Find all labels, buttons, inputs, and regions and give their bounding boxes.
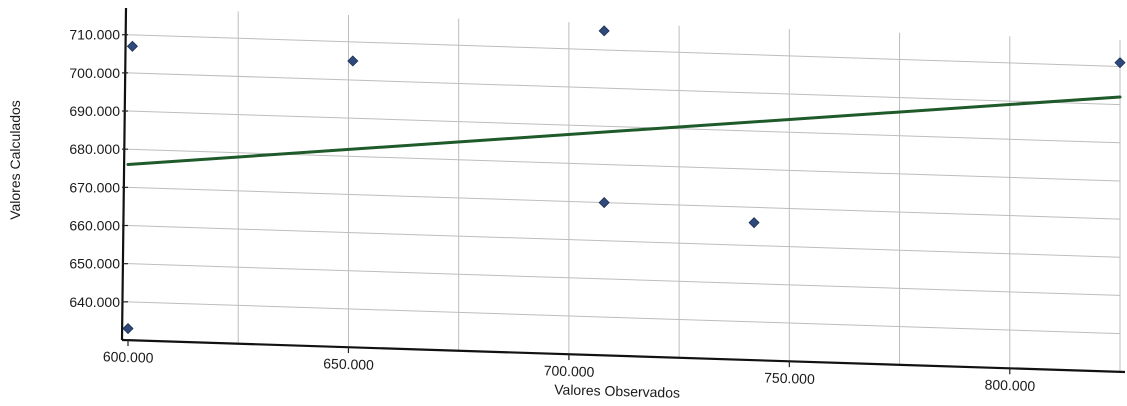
x-tick-label: 600.000 bbox=[103, 348, 154, 366]
data-point bbox=[122, 322, 134, 335]
y-gridline bbox=[127, 34, 1121, 67]
x-tick-label: 800.000 bbox=[984, 376, 1035, 394]
grid bbox=[127, 11, 1121, 372]
y-tick-label: 680.000 bbox=[69, 141, 120, 157]
y-axis-line bbox=[120, 7, 128, 341]
points-layer bbox=[122, 25, 1126, 335]
x-tick-label: 650.000 bbox=[323, 355, 374, 373]
data-point bbox=[748, 217, 760, 229]
y-gridline bbox=[127, 301, 1121, 335]
y-tick-label: 670.000 bbox=[69, 179, 120, 195]
y-gridline bbox=[127, 225, 1121, 258]
data-point bbox=[1114, 57, 1126, 69]
x-axis-title: Valores Observados bbox=[554, 381, 680, 401]
data-point bbox=[126, 40, 138, 52]
data-point bbox=[598, 197, 610, 209]
data-point bbox=[347, 55, 359, 67]
trendline-layer bbox=[126, 95, 1122, 166]
x-axis-line bbox=[121, 338, 1126, 374]
y-gridline bbox=[127, 72, 1121, 106]
y-gridline bbox=[127, 186, 1121, 220]
x-tick-label: 700.000 bbox=[544, 362, 595, 380]
trendline bbox=[126, 95, 1122, 166]
y-tick-label: 690.000 bbox=[69, 103, 120, 119]
y-tick-label: 640.000 bbox=[69, 294, 120, 310]
y-tick-label: 650.000 bbox=[69, 256, 120, 272]
y-tick-label: 700.000 bbox=[69, 65, 120, 81]
y-tick-labels: 640.000 650.000 660.000 670.000 680.000 690.0… bbox=[69, 27, 128, 310]
y-tick-label: 710.000 bbox=[69, 27, 120, 43]
x-tick-label: 750.000 bbox=[764, 369, 815, 387]
y-gridline bbox=[127, 263, 1121, 296]
axes bbox=[120, 7, 1126, 374]
y-tick-label: 660.000 bbox=[69, 218, 120, 234]
data-point bbox=[598, 25, 610, 37]
x-tick-labels: 600.000 650.000 700.000 750.000 800.000 bbox=[103, 340, 1036, 394]
y-axis-title: Valores Calculados bbox=[7, 100, 23, 220]
y-gridline bbox=[127, 110, 1121, 144]
